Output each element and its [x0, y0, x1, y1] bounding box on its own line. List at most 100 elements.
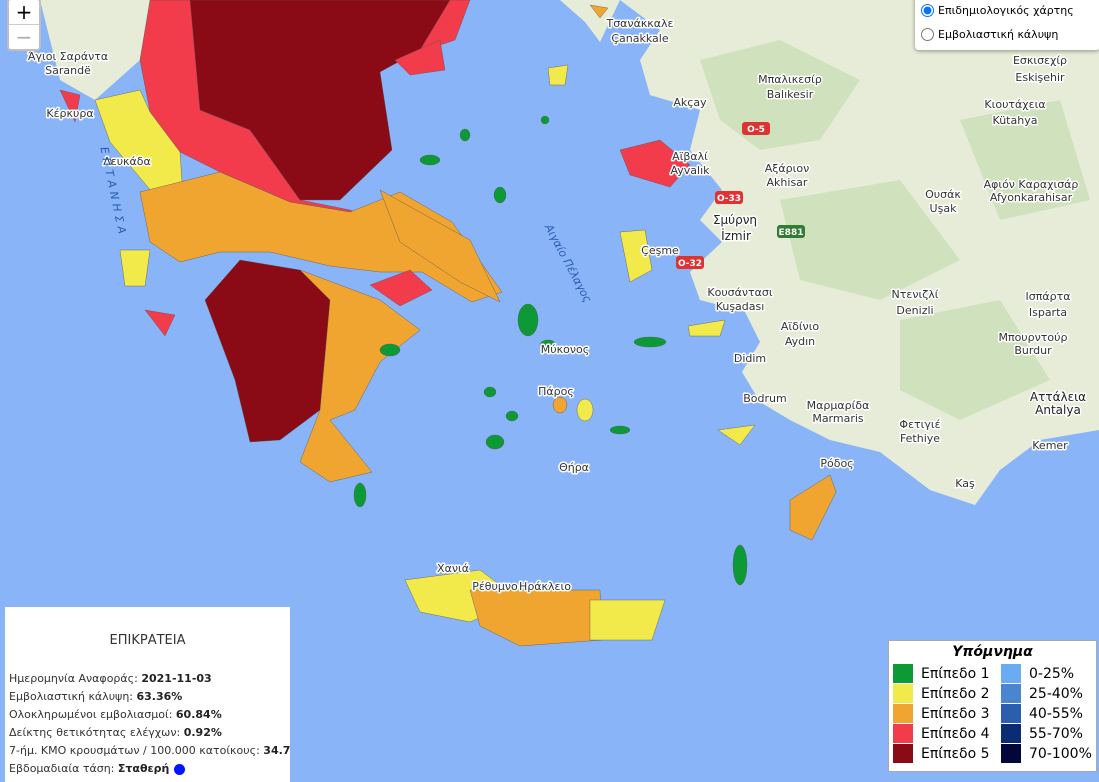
info-label: 7-ήμ. ΚΜΟ κρουσμάτων / 100.000 κατοίκους…: [9, 744, 260, 757]
region: [379, 189, 501, 303]
map-label: Φετιγιέ: [899, 418, 940, 431]
region: [139, 171, 503, 303]
legend-title: Υπόμνημα: [952, 644, 1033, 660]
legend-label: Επίπεδο 2: [921, 686, 990, 702]
legend-label: Επίπεδο 5: [921, 746, 990, 762]
legend-swatch: [1001, 664, 1021, 683]
map-label: Χανιά: [437, 562, 469, 575]
info-panel: ΕΠΙΚΡΑΤΕΙΑ Ημερομηνία Αναφοράς: 2021-11-…: [5, 607, 290, 782]
road-shield: [742, 122, 770, 135]
info-label: Δείκτης θετικότητας ελέγχων:: [9, 726, 181, 739]
map-label: O-33: [717, 194, 741, 204]
island: [517, 303, 539, 337]
legend-swatch: [1001, 684, 1021, 703]
layer-option[interactable]: Επιδημιολογικός χάρτης: [921, 0, 1096, 22]
legend-swatch: [893, 664, 913, 683]
map-label: Κιουτάχεια: [984, 98, 1045, 111]
map-label: Αϊβαλί: [672, 150, 708, 163]
map-label: Λευκάδα: [103, 155, 151, 168]
map-label: Kaş: [955, 477, 975, 490]
map-label: İzmir: [721, 228, 751, 243]
legend-label: Επίπεδο 3: [921, 706, 990, 722]
map-label: Αϊδίνιο: [781, 320, 820, 333]
map-label: Μπαλικεσίρ: [758, 73, 822, 86]
zoom-out[interactable]: −: [9, 24, 39, 49]
map-label: O-5: [747, 125, 765, 135]
island: [419, 154, 441, 166]
zoom-in[interactable]: +: [15, 0, 33, 24]
map-label: Άγιοι Σαράντα: [28, 50, 108, 63]
map-label: Κέρκυρα: [46, 107, 93, 120]
map-label: Σμύρνη: [713, 213, 757, 227]
legend-label: 70-100%: [1029, 746, 1092, 762]
zoom-control[interactable]: + −: [7, 0, 41, 51]
map-label: Aydın: [785, 335, 815, 348]
map-label: O-32: [678, 259, 702, 269]
island: [576, 398, 594, 422]
legend-swatch: [893, 684, 913, 703]
info-row: Ολοκληρωμένοι εμβολιασμοί: 60.84%: [5, 708, 290, 726]
legend-swatch: [1001, 744, 1021, 763]
region: [687, 319, 726, 337]
island: [552, 396, 568, 414]
map-label: Sarandë: [45, 64, 91, 77]
legend-swatch: [893, 744, 913, 763]
island: [459, 128, 471, 142]
info-value: 0.92%: [183, 726, 222, 739]
region: [469, 589, 603, 647]
map-label: Isparta: [1029, 306, 1067, 319]
map-label: Kütahya: [993, 114, 1038, 127]
island: [353, 482, 367, 508]
land: [0, 0, 1099, 505]
island: [540, 115, 550, 125]
region: [619, 139, 691, 188]
map-label: Αξάριον: [765, 162, 810, 175]
region: [369, 269, 433, 307]
labels: Τσανάκκαλε Çanakkale Μπαλικεσίρ Balıkesir Εσ…: [26, 16, 1087, 595]
regions: [59, 0, 837, 647]
layer-option[interactable]: Εμβολιαστική κάλυψη: [921, 22, 1096, 46]
map-label: Ουσάκ: [925, 188, 961, 201]
map-label: Αφιόν Καραχισάρ: [984, 178, 1079, 191]
layer-label: Εμβολιαστική κάλυψη: [938, 27, 1059, 41]
map-label: Çanakkale: [611, 32, 668, 45]
info-title: ΕΠΙΚΡΑΤΕΙΑ: [109, 633, 186, 648]
map-label: Ρόδος: [820, 457, 853, 470]
region: [94, 89, 183, 193]
info-row: Εμβολιαστική κάλυψη: 63.36%: [5, 690, 290, 708]
island: [505, 410, 519, 422]
legend-label: 25-40%: [1029, 686, 1083, 702]
region: [589, 4, 609, 19]
info-value: Σταθερή: [117, 762, 170, 775]
legend: Υπόμνημα Επίπεδο 1 0-25% Επίπεδο 2 25-40% Επ…: [888, 640, 1097, 772]
island: [539, 339, 557, 351]
map-label: Uşak: [930, 202, 958, 215]
island: [483, 386, 497, 398]
layer-radio[interactable]: [921, 27, 934, 41]
map-label: Balıkesir: [767, 88, 814, 101]
map-label: Antalya: [1035, 403, 1081, 417]
info-row: Δείκτης θετικότητας ελέγχων: 0.92%: [5, 726, 290, 744]
legend-swatch: [1001, 724, 1021, 743]
layer-radio[interactable]: [921, 3, 934, 17]
map-label: Πάρος: [538, 385, 574, 398]
region: [119, 249, 151, 287]
info-value: 63.36%: [136, 690, 183, 703]
map-label: Τσανάκκαλε: [605, 17, 673, 30]
region: [789, 474, 837, 541]
map-label: Burdur: [1014, 344, 1052, 357]
map-label: Ρέθυμνο: [472, 580, 518, 593]
info-row: Ημερομηνία Αναφοράς: 2021-11-03: [5, 672, 290, 690]
info-value: 60.84%: [175, 708, 222, 721]
map-label: Ayvalık: [670, 164, 710, 177]
region: [299, 269, 421, 483]
map-label: Kuşadası: [716, 300, 765, 313]
info-value: 34.7: [263, 744, 291, 757]
layer-switcher: Επιδημιολογικός χάρτης Εμβολιαστική κάλυψ…: [915, 0, 1099, 50]
region: [589, 599, 666, 641]
map-label: Ισπάρτα: [1026, 290, 1071, 303]
legend-swatch: [893, 724, 913, 743]
region: [547, 64, 569, 86]
